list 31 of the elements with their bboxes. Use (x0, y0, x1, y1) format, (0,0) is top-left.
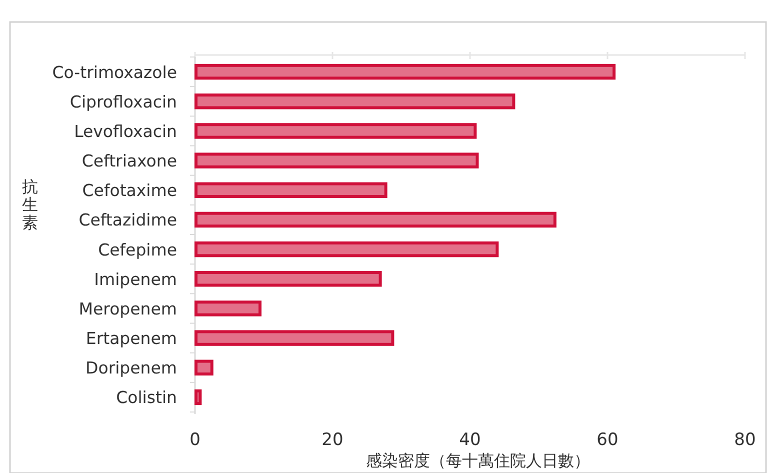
x-tick-label: 80 (734, 430, 756, 450)
bar (194, 330, 394, 346)
y-tick-label: Meropenem (78, 299, 177, 318)
x-tick-label: 20 (322, 430, 344, 450)
bar (194, 389, 202, 406)
bar (194, 123, 477, 139)
y-tick-label: Ceftriaxone (82, 152, 177, 171)
y-axis-title: 抗生素 (22, 177, 38, 232)
bar (194, 241, 499, 258)
y-tick-label: Co-trimoxazole (52, 62, 177, 82)
x-tick-label: 60 (596, 430, 618, 450)
bar (194, 64, 616, 80)
bar (194, 212, 556, 228)
bar (194, 360, 214, 376)
bar (194, 271, 382, 287)
y-tick-label: Levofloxacin (74, 122, 177, 141)
y-tick-label: Cefepime (98, 240, 177, 260)
y-tick-label: Ertapenem (86, 329, 177, 348)
bar (194, 300, 262, 316)
y-tick-label: Ciprofloxacin (70, 92, 177, 112)
bar (194, 182, 388, 198)
y-tick-label: Ceftazidime (78, 210, 177, 230)
y-tick-label: Cefotaxime (82, 181, 177, 200)
bar (194, 152, 479, 168)
x-tick-label: 40 (459, 430, 481, 450)
bar (194, 94, 516, 110)
x-axis-title: 感染密度（每十萬住院人日數） (366, 451, 590, 470)
y-tick-label: Imipenem (94, 270, 177, 289)
y-tick-label: Doripenem (86, 358, 177, 378)
y-tick-label: Colistin (116, 388, 177, 408)
x-tick-label: 0 (190, 430, 200, 450)
